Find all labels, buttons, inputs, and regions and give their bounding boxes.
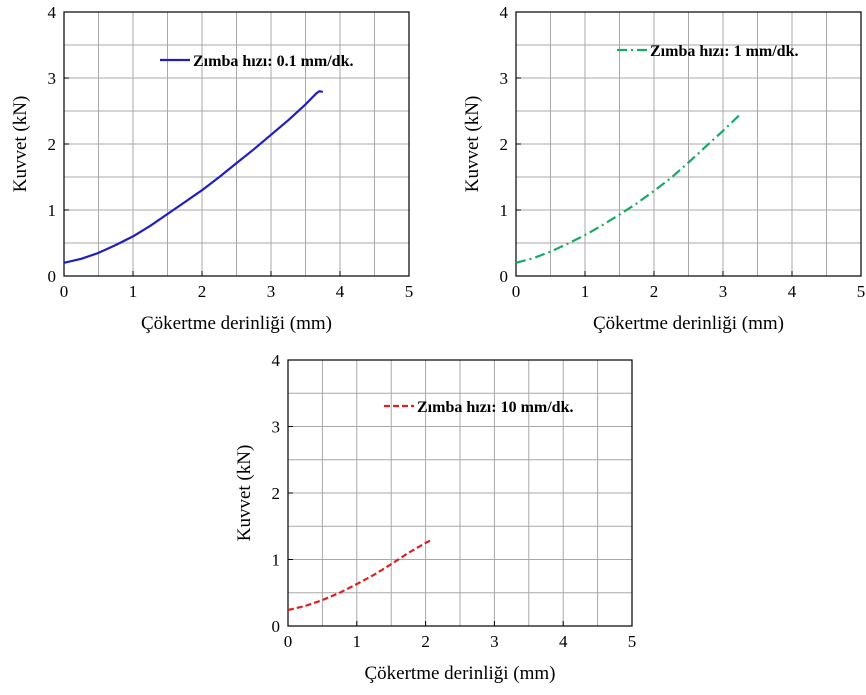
x-tick-label: 3	[267, 282, 276, 301]
series-line	[287, 538, 433, 612]
y-tick-label: 3	[272, 418, 281, 437]
x-axis-title: Çökertme derinliği (mm)	[141, 313, 332, 334]
x-tick-label: 3	[719, 282, 728, 301]
x-tick-label: 2	[650, 282, 659, 301]
x-tick-label: 1	[129, 282, 138, 301]
y-tick-label: 1	[500, 201, 509, 220]
x-tick-label: 0	[60, 282, 69, 301]
x-tick-label: 4	[559, 632, 568, 651]
x-tick-label: 4	[336, 282, 345, 301]
x-tick-label: 0	[512, 282, 521, 301]
x-tick-label: 5	[857, 282, 866, 301]
x-axis-title: Çökertme derinliği (mm)	[364, 663, 555, 684]
x-axis-title: Çökertme derinliği (mm)	[593, 313, 784, 334]
y-tick-label: 0	[500, 267, 509, 286]
legend-label: Zımba hızı: 10 mm/dk.	[417, 399, 573, 416]
x-tick-label: 1	[353, 632, 362, 651]
y-tick-label: 1	[48, 201, 57, 220]
legend-label: Zımba hızı: 1 mm/dk.	[650, 43, 798, 60]
y-tick-label: 0	[48, 267, 57, 286]
y-tick-label: 3	[500, 69, 509, 88]
y-axis-title: Kuvvet (kN)	[234, 445, 255, 542]
y-tick-label: 2	[500, 135, 509, 154]
series-line	[63, 90, 324, 264]
x-tick-label: 3	[490, 632, 499, 651]
x-tick-label: 4	[788, 282, 797, 301]
y-axis-title: Kuvvet (kN)	[10, 96, 31, 193]
y-tick-label: 0	[272, 617, 281, 636]
series-line	[515, 113, 742, 264]
y-tick-label: 4	[272, 351, 281, 370]
y-tick-label: 2	[48, 135, 57, 154]
x-tick-label: 2	[421, 632, 430, 651]
x-tick-label: 1	[581, 282, 590, 301]
x-tick-label: 0	[284, 632, 293, 651]
y-tick-label: 3	[48, 69, 57, 88]
y-tick-label: 4	[500, 3, 509, 22]
legend-label: Zımba hızı: 0.1 mm/dk.	[193, 53, 353, 70]
x-tick-label: 5	[405, 282, 414, 301]
x-tick-label: 2	[198, 282, 207, 301]
y-tick-label: 1	[272, 551, 281, 570]
y-axis-title: Kuvvet (kN)	[462, 96, 483, 193]
x-tick-label: 5	[628, 632, 637, 651]
y-tick-label: 4	[48, 3, 57, 22]
y-tick-label: 2	[272, 484, 281, 503]
